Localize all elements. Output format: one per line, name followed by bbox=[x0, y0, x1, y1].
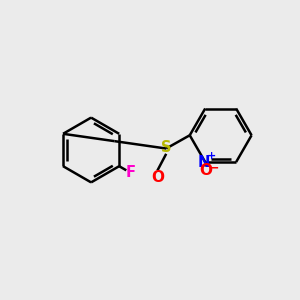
Text: O: O bbox=[199, 163, 212, 178]
Text: O: O bbox=[151, 170, 164, 185]
Text: N: N bbox=[197, 154, 210, 169]
Text: −: − bbox=[208, 161, 219, 174]
Text: F: F bbox=[126, 165, 136, 180]
Text: S: S bbox=[161, 140, 171, 155]
Text: +: + bbox=[207, 151, 216, 161]
